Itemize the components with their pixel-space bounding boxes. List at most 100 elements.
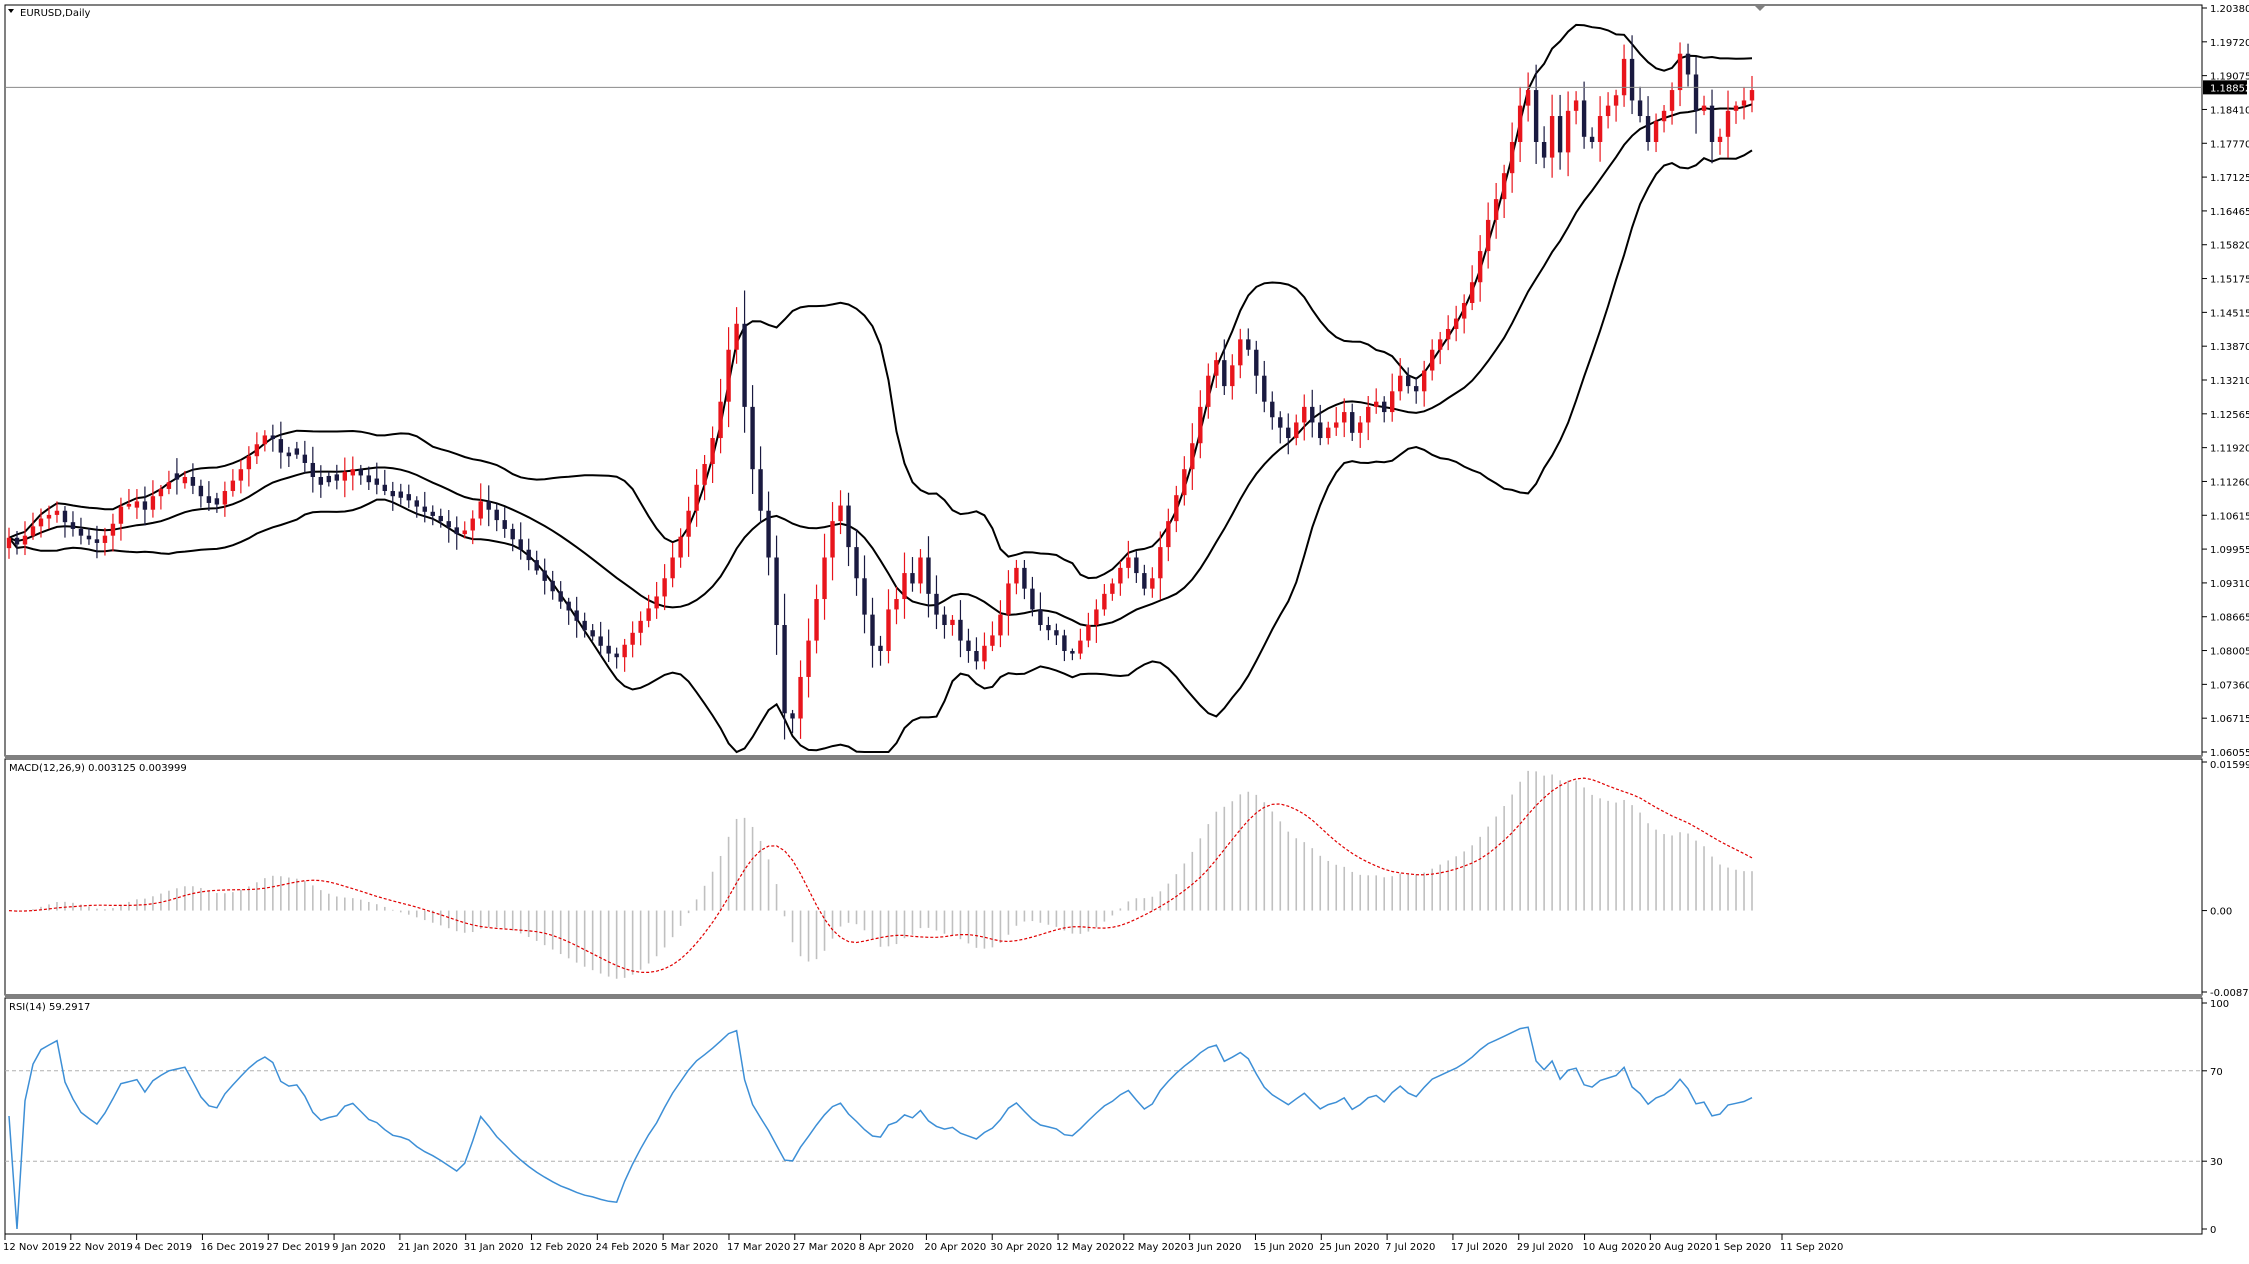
candle-body (1310, 406, 1315, 423)
candle-body (1102, 593, 1107, 610)
candle-body (750, 406, 755, 470)
candle-body (1222, 360, 1227, 387)
candle-bearish (406, 484, 411, 508)
candle-bullish (102, 527, 108, 556)
candle-bearish (510, 523, 515, 552)
candle-bullish (1334, 407, 1339, 436)
price-axis[interactable]: 1.20380 1.19720 1.19075 1.18410 1.17770 1.171… (2202, 4, 2249, 759)
candle-body (1589, 136, 1595, 142)
candle-body (1166, 521, 1171, 548)
candle-body (894, 599, 899, 610)
candle-body (1645, 116, 1651, 142)
candle-bullish (230, 469, 236, 497)
bollinger-upper-band (8, 23, 1753, 580)
candle-body (734, 323, 739, 350)
candle-body (862, 578, 867, 615)
candle-bullish (1573, 91, 1579, 125)
candle-bearish (1022, 559, 1027, 600)
candle-body (766, 510, 771, 558)
candle-bullish (1078, 628, 1083, 660)
candle-bullish (1238, 328, 1243, 379)
candle-bullish (1717, 128, 1723, 155)
candle-body (1509, 141, 1515, 174)
candle-body (110, 523, 116, 536)
candle-body (414, 500, 419, 507)
date-tick-label: 7 Jul 2020 (1385, 1242, 1435, 1253)
candle-bearish (1246, 328, 1251, 356)
price-tick-label: 1.15175 (2210, 275, 2249, 286)
date-tick-label: 8 Apr 2020 (859, 1242, 914, 1253)
candle-body (134, 501, 140, 508)
candle-body (1621, 58, 1627, 96)
candle-body (854, 547, 859, 579)
candle-body (694, 484, 699, 511)
candle-bullish (1118, 561, 1123, 596)
candle-body (214, 498, 220, 505)
candle-bullish (950, 615, 955, 636)
candle-bearish (574, 596, 579, 638)
candle-bullish (1677, 42, 1683, 107)
candle-bullish (1158, 531, 1163, 600)
candle-body (1725, 110, 1731, 137)
candle-body (502, 520, 507, 529)
candle-body (1302, 406, 1307, 423)
current-price-text: 1.18852 (2210, 83, 2249, 94)
candle-bearish (1278, 411, 1283, 444)
candle-body (1461, 303, 1467, 319)
candle-bullish (670, 542, 675, 588)
date-tick-label: 20 Apr 2020 (924, 1242, 986, 1253)
candle-bullish (1110, 578, 1115, 601)
candle-body (1054, 630, 1059, 636)
candle-bullish (830, 502, 835, 581)
candle-body (1709, 105, 1715, 142)
candle-bearish (606, 629, 611, 663)
candle-body (262, 435, 268, 445)
candle-bullish (1358, 416, 1363, 448)
candle-body (254, 444, 260, 457)
candle-body (1206, 375, 1211, 407)
date-tick-label: 24 Feb 2020 (595, 1242, 657, 1253)
candle-bearish (742, 290, 747, 433)
candle-bullish (6, 527, 12, 559)
candle-bullish (238, 460, 244, 494)
candle-body (1629, 58, 1635, 101)
candle-bearish (422, 491, 427, 523)
time-axis[interactable]: 12 Nov 2019 22 Nov 2019 4 Dec 2019 16 Dec 2… (3, 1234, 1843, 1253)
candle-body (1605, 105, 1611, 117)
candle-bearish (1709, 89, 1715, 164)
candle-body (1493, 199, 1499, 220)
candle-body (542, 570, 547, 581)
candle-bearish (1030, 576, 1035, 617)
main-pane-bottom-divider[interactable] (5, 755, 2202, 758)
candle-bullish (1509, 122, 1515, 193)
candle-body (62, 510, 68, 523)
candle-bullish (702, 454, 707, 501)
macd-pane-bottom-divider[interactable] (5, 994, 2202, 997)
candle-body (118, 506, 124, 524)
candle-body (1541, 141, 1547, 158)
candle-body (782, 625, 787, 714)
candle-body (1182, 469, 1187, 496)
price-tick-label: 1.20380 (2210, 4, 2249, 15)
candle-bullish (1669, 82, 1675, 125)
candle-bullish (342, 457, 348, 498)
pane-collapse-icon[interactable] (8, 9, 14, 13)
candle-bearish (430, 505, 435, 526)
candle-bearish (758, 446, 763, 524)
candle-body (1637, 100, 1643, 117)
candle-body (470, 518, 475, 531)
candle-body (718, 401, 723, 439)
candle-bearish (878, 635, 883, 666)
date-tick-label: 9 Jan 2020 (332, 1242, 386, 1253)
candle-bearish (1318, 404, 1323, 446)
candle-bearish (590, 624, 595, 641)
candle-bullish (814, 584, 819, 654)
candle-body (678, 536, 683, 558)
candle-bullish (990, 621, 995, 652)
chart-shift-marker-icon[interactable] (1755, 6, 1765, 11)
candle-body (814, 599, 819, 641)
candle-body (1254, 349, 1259, 376)
candle-bearish (1038, 592, 1043, 631)
